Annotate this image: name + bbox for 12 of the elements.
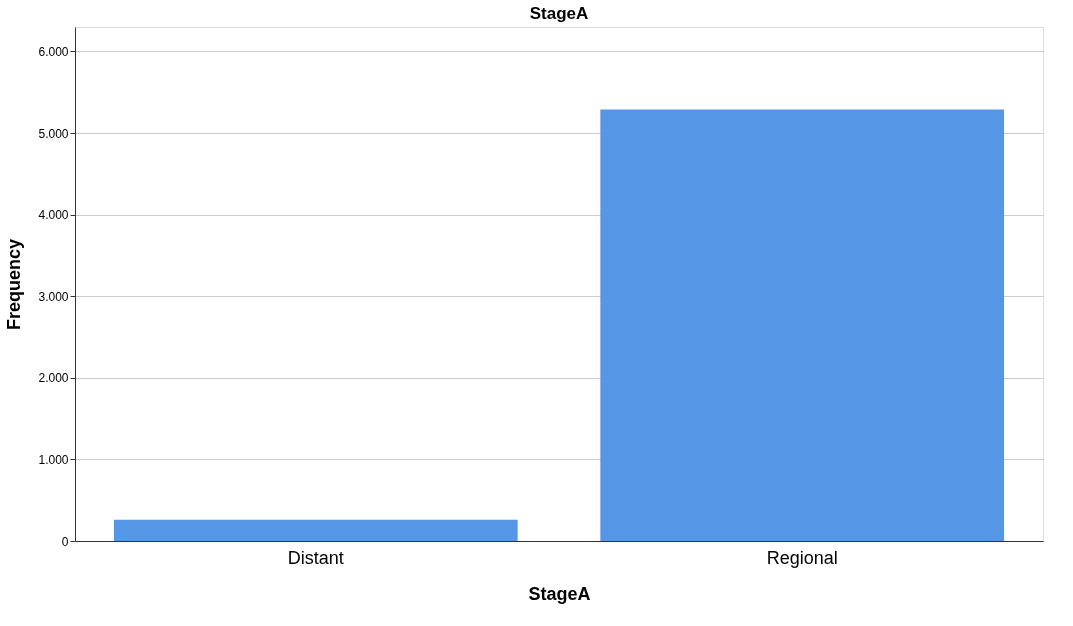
y-tick-label: 5.000 — [38, 126, 69, 141]
x-axis-title: StageA — [528, 583, 591, 604]
y-tick-label: 3.000 — [38, 289, 69, 304]
y-tick-label: 2.000 — [38, 371, 69, 386]
y-tick-label: 1.000 — [38, 452, 69, 467]
x-tick-label: Regional — [766, 547, 838, 568]
y-axis-title: Frequency — [4, 238, 25, 331]
y-tick-label: 4.000 — [38, 208, 69, 223]
y-tick-label: 6.000 — [38, 44, 69, 59]
y-tick-label: 0 — [61, 534, 69, 549]
chart-title: StageA — [529, 4, 589, 23]
x-tick-label: Distant — [287, 547, 344, 568]
